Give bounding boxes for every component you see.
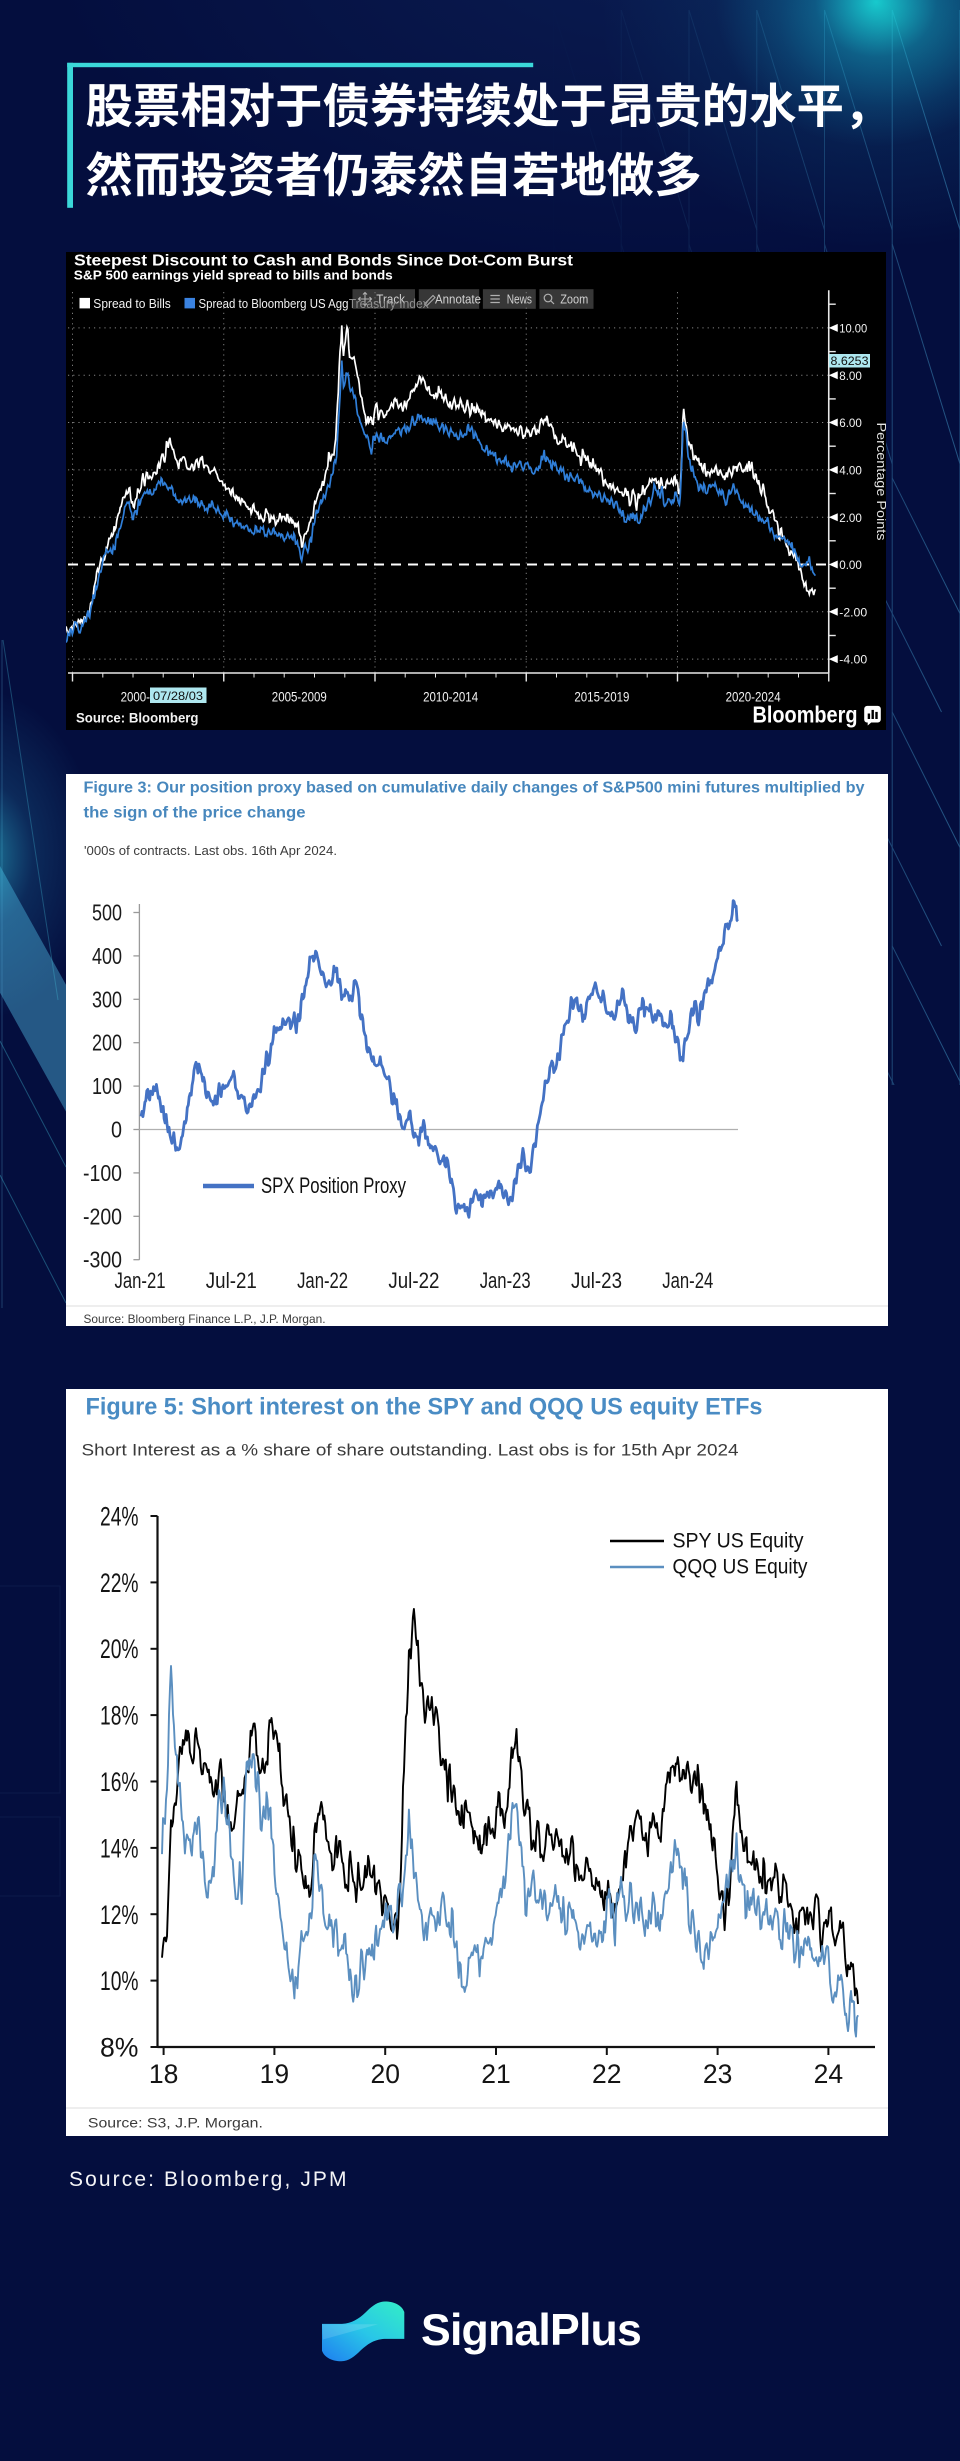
svg-text:2015-2019: 2015-2019 bbox=[574, 690, 629, 705]
svg-text:Figure 3: Our position proxy b: Figure 3: Our position proxy based on cu… bbox=[84, 780, 865, 797]
svg-text:200: 200 bbox=[92, 1030, 122, 1056]
svg-text:Spread to Bills: Spread to Bills bbox=[93, 297, 171, 311]
svg-text:Jul-23: Jul-23 bbox=[571, 1268, 622, 1293]
svg-text:18: 18 bbox=[149, 2059, 178, 2089]
svg-text:100: 100 bbox=[92, 1073, 122, 1099]
svg-text:Jan-22: Jan-22 bbox=[297, 1268, 348, 1293]
svg-text:Spread to Bloomberg US Agg: Spread to Bloomberg US Agg bbox=[199, 297, 349, 311]
svg-text:Source: Bloomberg Finance L.P.: Source: Bloomberg Finance L.P., J.P. Mor… bbox=[84, 1312, 326, 1326]
svg-text:Figure 5: Short interest on th: Figure 5: Short interest on the SPY and … bbox=[86, 1394, 763, 1421]
svg-text:-200: -200 bbox=[83, 1203, 122, 1229]
svg-text:23: 23 bbox=[703, 2059, 732, 2089]
svg-text:Source: S3, J.P. Morgan.: Source: S3, J.P. Morgan. bbox=[88, 2115, 263, 2131]
svg-text:Jan-23: Jan-23 bbox=[480, 1268, 531, 1293]
svg-text:8%: 8% bbox=[100, 2033, 139, 2063]
svg-text:14%: 14% bbox=[100, 1833, 139, 1863]
svg-text:Zoom: Zoom bbox=[560, 292, 588, 307]
svg-text:Short Interest as a % share of: Short Interest as a % share of share out… bbox=[82, 1441, 739, 1460]
svg-text:Treasury Index: Treasury Index bbox=[349, 297, 430, 311]
svg-text:24: 24 bbox=[814, 2059, 843, 2089]
svg-text:0.00: 0.00 bbox=[839, 558, 862, 572]
svg-text:300: 300 bbox=[92, 986, 122, 1012]
svg-text:-4.00: -4.00 bbox=[839, 653, 867, 667]
svg-text:Annotate: Annotate bbox=[435, 292, 481, 307]
svg-text:22%: 22% bbox=[100, 1568, 139, 1598]
svg-text:Track: Track bbox=[376, 292, 405, 307]
svg-text:Jan-21: Jan-21 bbox=[115, 1268, 166, 1293]
svg-text:07/28/03: 07/28/03 bbox=[153, 689, 203, 703]
svg-text:2005-2009: 2005-2009 bbox=[272, 690, 327, 705]
svg-text:8.00: 8.00 bbox=[839, 369, 862, 383]
svg-text:Jan-24: Jan-24 bbox=[662, 1268, 713, 1293]
svg-text:Steepest Discount to Cash and: Steepest Discount to Cash and Bonds Sinc… bbox=[74, 253, 574, 270]
svg-text:19: 19 bbox=[260, 2059, 289, 2089]
svg-text:20: 20 bbox=[370, 2059, 399, 2089]
svg-text:Jul-22: Jul-22 bbox=[388, 1268, 439, 1293]
svg-text:Jul-21: Jul-21 bbox=[206, 1268, 257, 1293]
svg-text:2.00: 2.00 bbox=[839, 511, 862, 525]
svg-text:22: 22 bbox=[592, 2059, 621, 2089]
svg-text:21: 21 bbox=[481, 2059, 510, 2089]
svg-text:0: 0 bbox=[111, 1117, 122, 1143]
svg-text:QQQ US Equity: QQQ US Equity bbox=[673, 1556, 808, 1579]
svg-text:News: News bbox=[507, 292, 533, 307]
svg-text:'000s of contracts. Last obs.: '000s of contracts. Last obs. 16th Apr 2… bbox=[84, 844, 337, 858]
svg-text:-2.00: -2.00 bbox=[839, 605, 867, 619]
svg-text:6.00: 6.00 bbox=[839, 416, 862, 430]
svg-text:10.00: 10.00 bbox=[839, 322, 867, 336]
svg-text:Percentage Points: Percentage Points bbox=[874, 423, 886, 541]
svg-text:4.00: 4.00 bbox=[839, 464, 862, 478]
svg-text:12%: 12% bbox=[100, 1900, 139, 1930]
svg-text:2010-2014: 2010-2014 bbox=[423, 690, 478, 705]
svg-text:SPY US Equity: SPY US Equity bbox=[673, 1530, 804, 1553]
svg-text:8.6253: 8.6253 bbox=[831, 354, 869, 368]
svg-text:2020-2024: 2020-2024 bbox=[726, 690, 781, 705]
svg-text:20%: 20% bbox=[100, 1634, 139, 1664]
svg-text:the sign of the price change: the sign of the price change bbox=[84, 805, 306, 822]
svg-text:16%: 16% bbox=[100, 1767, 139, 1797]
svg-text:18%: 18% bbox=[100, 1701, 139, 1731]
svg-text:400: 400 bbox=[92, 943, 122, 969]
svg-text:SPX Position Proxy: SPX Position Proxy bbox=[261, 1173, 406, 1198]
svg-text:24%: 24% bbox=[100, 1502, 139, 1532]
svg-text:Source: Bloomberg: Source: Bloomberg bbox=[76, 710, 199, 726]
svg-text:-300: -300 bbox=[83, 1247, 122, 1273]
svg-text:Bloomberg: Bloomberg bbox=[753, 702, 858, 728]
svg-text:S&P 500 earnings yield spread: S&P 500 earnings yield spread to bills a… bbox=[74, 269, 393, 283]
svg-text:500: 500 bbox=[92, 900, 122, 926]
svg-text:-100: -100 bbox=[83, 1160, 122, 1186]
svg-text:10%: 10% bbox=[100, 1966, 139, 1996]
